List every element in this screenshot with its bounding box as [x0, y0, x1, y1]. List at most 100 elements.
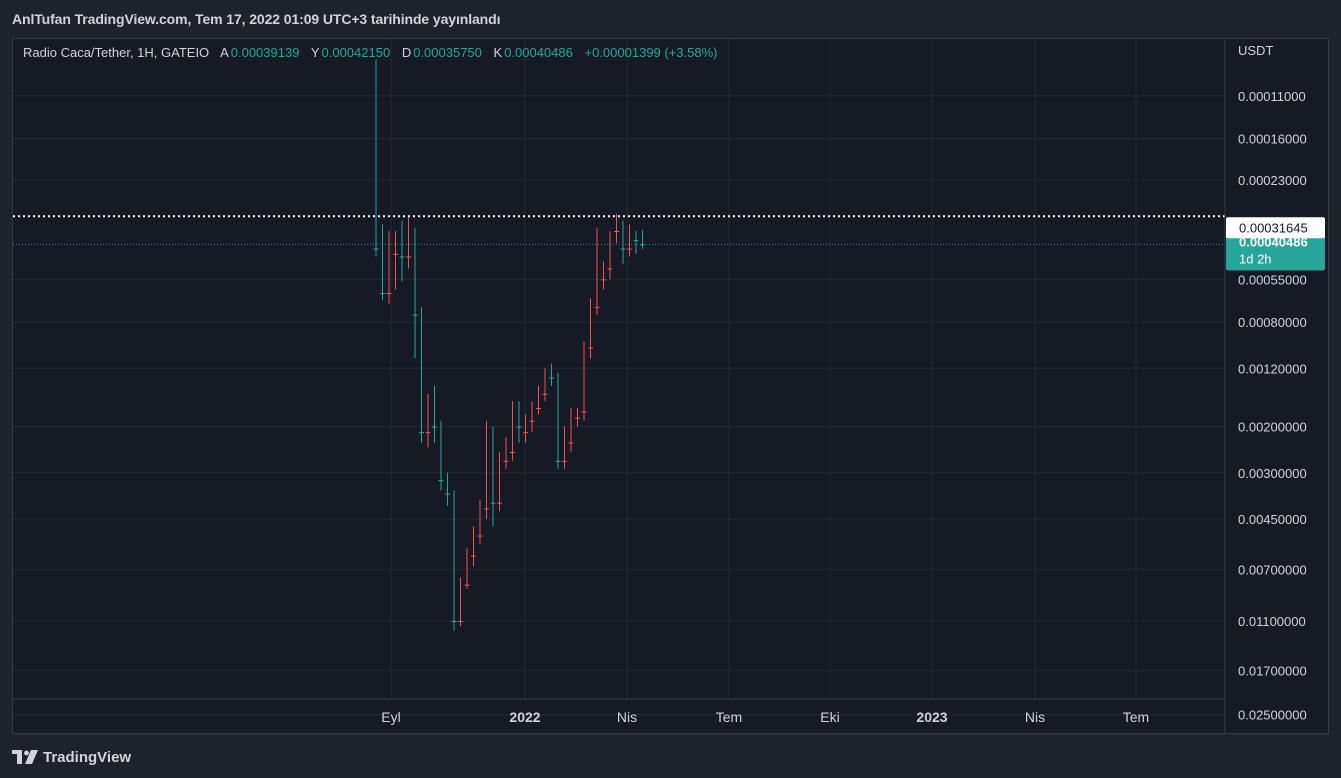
candle[interactable]: [497, 451, 502, 512]
open-label: A: [220, 45, 229, 60]
candle[interactable]: [380, 224, 385, 301]
tradingview-logo-icon[interactable]: [12, 750, 38, 764]
candle[interactable]: [516, 401, 522, 443]
y-tick-label: 0.00300000: [1238, 466, 1307, 481]
symbol-name[interactable]: Radio Caca/Tether, 1H, GATEIO: [23, 45, 210, 60]
candle[interactable]: [425, 393, 431, 448]
candle[interactable]: [549, 363, 554, 386]
candle-body: [607, 268, 613, 270]
candle[interactable]: [633, 230, 639, 254]
candle-body: [594, 306, 600, 308]
candle-body: [438, 480, 444, 482]
candle-body: [432, 426, 437, 428]
price-axis-labels[interactable]: 0.02500000 0.01700000 0.01100000 0.00700000…: [1238, 89, 1307, 723]
candle[interactable]: [575, 408, 580, 427]
candle[interactable]: [614, 213, 619, 244]
candle[interactable]: [412, 227, 418, 359]
header: AnlTufan TradingView.com, Tem 17, 2022 0…: [0, 0, 1341, 38]
candle[interactable]: [458, 577, 463, 627]
currency-label: USDT: [1238, 43, 1273, 58]
candle[interactable]: [588, 298, 593, 359]
candle[interactable]: [529, 401, 535, 433]
candle[interactable]: [562, 426, 567, 469]
candle[interactable]: [484, 420, 489, 520]
candle-body: [633, 240, 639, 242]
candle-body: [386, 292, 392, 294]
x-tick-label: Eki: [820, 709, 839, 725]
candle-body: [620, 248, 626, 250]
candle[interactable]: [607, 230, 613, 280]
low-value: 0.00035750: [413, 45, 482, 60]
candle-body: [458, 620, 463, 622]
candle[interactable]: [594, 227, 600, 315]
candle[interactable]: [386, 230, 392, 304]
candle[interactable]: [536, 385, 541, 415]
candle[interactable]: [627, 224, 632, 257]
candle-body: [419, 432, 424, 434]
low-label: D: [401, 45, 412, 60]
candle[interactable]: [477, 499, 483, 544]
horizontal-level-value: 0.00031645: [1239, 220, 1308, 235]
candle-body: [412, 314, 418, 316]
x-tick-label: Tem: [1123, 709, 1149, 725]
candle-body: [575, 417, 580, 419]
candle[interactable]: [568, 408, 574, 452]
x-tick-label: Nis: [1025, 709, 1045, 725]
bar-countdown: 1d 2h: [1239, 251, 1272, 266]
candle[interactable]: [555, 372, 561, 469]
candle[interactable]: [419, 306, 424, 443]
candle[interactable]: [542, 368, 548, 402]
high-label: Y: [310, 45, 320, 60]
candle[interactable]: [620, 221, 626, 264]
candle-body: [523, 432, 528, 434]
y-tick-label: 0.00200000: [1238, 420, 1307, 435]
candle[interactable]: [503, 437, 509, 469]
candle[interactable]: [601, 261, 606, 290]
candle[interactable]: [373, 59, 379, 257]
candle[interactable]: [523, 414, 528, 443]
y-tick-label: 0.02500000: [1238, 708, 1307, 723]
candle-body: [549, 377, 554, 379]
candles[interactable]: [373, 59, 646, 631]
y-tick-label: 0.00120000: [1238, 361, 1307, 376]
candle-body: [451, 620, 457, 622]
candle-body: [640, 244, 645, 246]
y-tick-label: 0.00011000: [1238, 89, 1306, 104]
candle-body: [627, 248, 632, 250]
candle[interactable]: [581, 341, 587, 421]
candle[interactable]: [464, 547, 470, 589]
y-tick-label: 0.00700000: [1238, 562, 1307, 577]
grid-lines: [13, 39, 1225, 716]
candle[interactable]: [640, 230, 645, 249]
time-axis-labels[interactable]: Eyl 2022 Nis Tem Eki 2023 Nis Tem: [381, 709, 1149, 725]
candle-body: [490, 502, 496, 504]
candle-body: [568, 442, 574, 444]
candle-body: [562, 460, 567, 462]
candle[interactable]: [451, 490, 457, 631]
candle-body: [497, 502, 502, 504]
candle[interactable]: [438, 420, 444, 491]
ohlc-legend: Radio Caca/Tether, 1H, GATEIO A 0.0003913…: [23, 45, 726, 60]
candle-body: [464, 584, 470, 586]
candle-body: [503, 460, 509, 462]
footer-brand[interactable]: TradingView: [43, 748, 132, 766]
publish-info: AnlTufan TradingView.com, Tem 17, 2022 0…: [12, 11, 501, 27]
chart-frame[interactable]: [12, 38, 1329, 734]
y-tick-label: 0.00023000: [1238, 173, 1307, 188]
candle-body: [601, 279, 606, 281]
close-value: 0.00040486: [504, 45, 573, 60]
candle[interactable]: [490, 426, 496, 527]
x-tick-label: 2022: [509, 709, 540, 725]
candle[interactable]: [510, 401, 515, 461]
candle[interactable]: [445, 472, 450, 506]
candle[interactable]: [399, 221, 405, 282]
candle[interactable]: [393, 230, 398, 290]
candle-body: [471, 555, 476, 557]
candle[interactable]: [432, 385, 437, 443]
candle[interactable]: [406, 217, 411, 269]
candle[interactable]: [471, 526, 476, 567]
high-value: 0.00042150: [321, 45, 391, 60]
candle-body: [529, 420, 535, 422]
y-tick-label: 0.00080000: [1238, 315, 1307, 330]
